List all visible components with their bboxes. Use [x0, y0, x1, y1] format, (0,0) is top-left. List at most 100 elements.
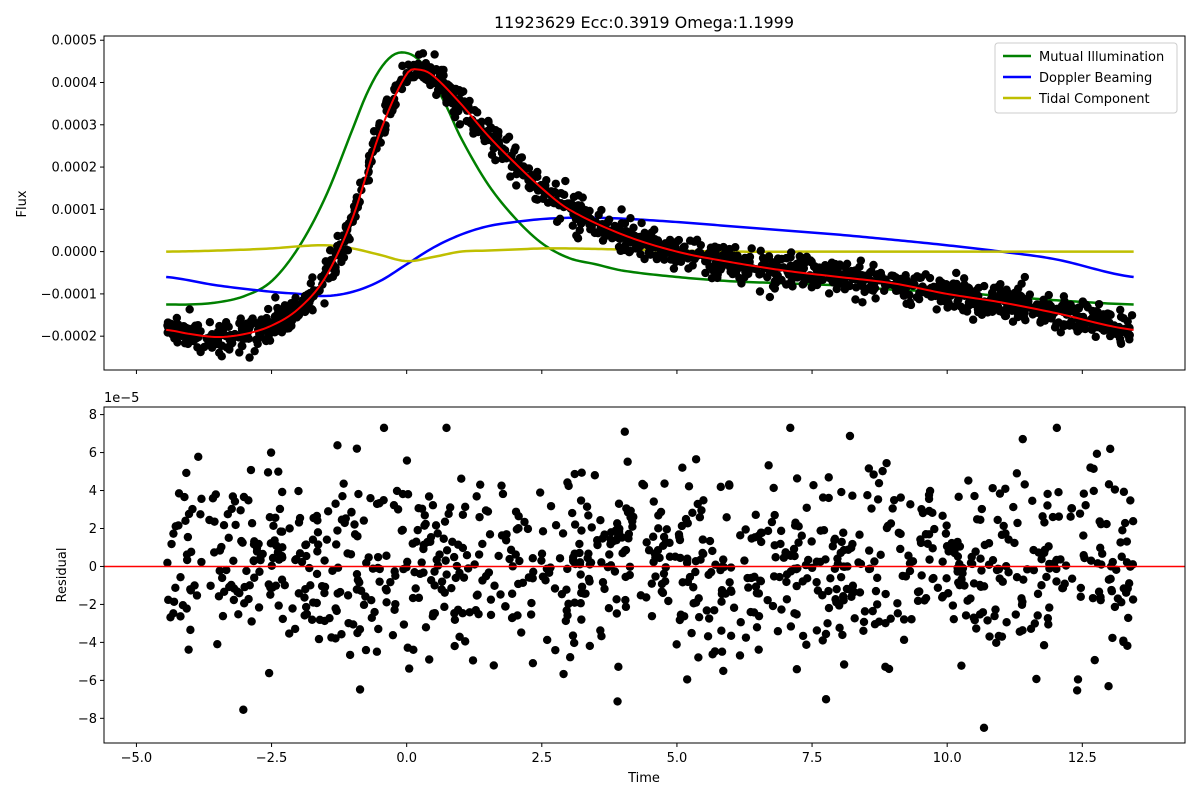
residual-data-point	[1052, 423, 1062, 433]
residual-data-point	[528, 574, 537, 583]
flux-data-point	[968, 315, 978, 324]
residual-data-point	[1066, 512, 1075, 521]
residual-data-point	[804, 555, 813, 565]
residual-data-point	[881, 618, 890, 628]
residual-data-point	[439, 534, 448, 543]
residual-data-point	[839, 528, 848, 537]
residual-data-point	[263, 468, 273, 477]
flux-data-point	[755, 287, 765, 296]
flux-data-point	[835, 260, 845, 269]
flux-y-ticks: −0.0002 −0.0001 0.0000 0.0001 0.0002 0.0003 0.…	[41, 34, 104, 345]
residual-data-point	[1118, 526, 1127, 535]
residual-data-point	[873, 573, 882, 583]
residual-data-point	[460, 637, 470, 646]
residual-data-point	[457, 474, 466, 483]
residual-data-point	[688, 508, 697, 517]
flux-data-point	[860, 287, 869, 297]
flux-data-point	[224, 322, 233, 332]
residual-data-point	[899, 615, 909, 624]
residual-data-point	[850, 614, 859, 623]
flux-data-point	[594, 210, 603, 220]
residual-data-point	[821, 629, 831, 639]
flux-data-point	[356, 178, 365, 187]
residual-data-point	[614, 662, 623, 672]
residual-data-point	[722, 513, 731, 522]
residual-data-point	[537, 556, 546, 565]
flux-data-point	[735, 273, 744, 283]
residual-data-point	[1079, 531, 1088, 540]
flux-data-point	[858, 298, 867, 307]
residual-data-point	[824, 603, 834, 613]
residual-data-point	[423, 537, 432, 547]
flux-data-point	[626, 213, 635, 223]
residual-data-point	[372, 499, 382, 509]
flux-data-point	[988, 292, 998, 302]
residual-data-point	[210, 548, 219, 557]
flux-data-point	[653, 236, 663, 245]
residual-data-point	[1117, 552, 1126, 561]
residual-data-point	[447, 583, 456, 593]
residual-data-point	[628, 517, 637, 526]
residual-data-point	[763, 526, 773, 536]
residual-data-point	[754, 645, 763, 654]
flux-data-point	[264, 332, 273, 342]
flux-data-point	[448, 99, 457, 108]
flux-data-point	[213, 327, 223, 337]
residual-data-point	[705, 536, 715, 546]
residual-data-point	[621, 572, 630, 582]
flux-data-point	[517, 153, 527, 162]
residual-data-point	[606, 535, 615, 544]
residual-data-point	[176, 572, 185, 582]
residual-data-point	[648, 532, 658, 541]
residual-data-point	[239, 705, 248, 714]
flux-data-point	[1002, 285, 1011, 294]
residual-data-point	[197, 494, 206, 504]
residual-data-point	[1086, 463, 1095, 472]
residual-data-point	[899, 635, 909, 645]
flux-data-point	[616, 246, 625, 256]
residual-data-point	[1054, 488, 1063, 497]
residual-data-point	[208, 494, 218, 503]
flux-data-point	[1091, 332, 1100, 342]
flux-data-point	[487, 150, 497, 159]
residual-data-point	[1052, 555, 1061, 565]
residual-data-point	[426, 575, 436, 585]
flux-data-point	[798, 280, 807, 289]
flux-data-point	[881, 281, 890, 291]
residual-data-point	[249, 556, 259, 565]
residual-data-point	[497, 481, 506, 490]
residual-data-point	[928, 574, 937, 584]
flux-data-point	[719, 242, 728, 252]
residual-data-point	[1061, 561, 1071, 570]
residual-data-point	[475, 512, 484, 522]
residual-data-point	[647, 579, 656, 588]
residual-data-point	[415, 569, 425, 579]
residual-data-point	[682, 558, 692, 568]
residual-y-tick-label: −4	[78, 636, 97, 651]
residual-data-point	[671, 552, 680, 561]
residual-data-point	[1026, 624, 1036, 633]
residual-data-point	[970, 491, 979, 501]
flux-data-point	[786, 253, 795, 262]
residual-data-point	[992, 638, 1001, 647]
residual-data-point	[642, 593, 651, 602]
residual-data-point	[1113, 594, 1123, 603]
residual-data-point	[234, 610, 243, 619]
flux-data-point	[910, 274, 919, 283]
residual-data-point	[309, 598, 318, 607]
residual-data-point	[1018, 434, 1027, 444]
residual-data-point	[297, 557, 307, 567]
residual-data-point	[277, 551, 287, 561]
residual-data-point	[979, 723, 989, 733]
residual-data-point	[171, 522, 180, 531]
residual-data-point	[752, 623, 762, 632]
residual-x-tick-label: 5.0	[667, 751, 688, 766]
flux-data-point	[1073, 327, 1082, 336]
residual-data-point	[352, 444, 362, 453]
residual-data-point	[372, 647, 382, 656]
residual-data-point	[231, 520, 240, 530]
residual-data-point	[726, 586, 736, 595]
residual-data-point	[230, 497, 240, 506]
legend-label-tidal: Tidal Component	[1038, 92, 1150, 107]
residual-data-point	[577, 588, 586, 598]
